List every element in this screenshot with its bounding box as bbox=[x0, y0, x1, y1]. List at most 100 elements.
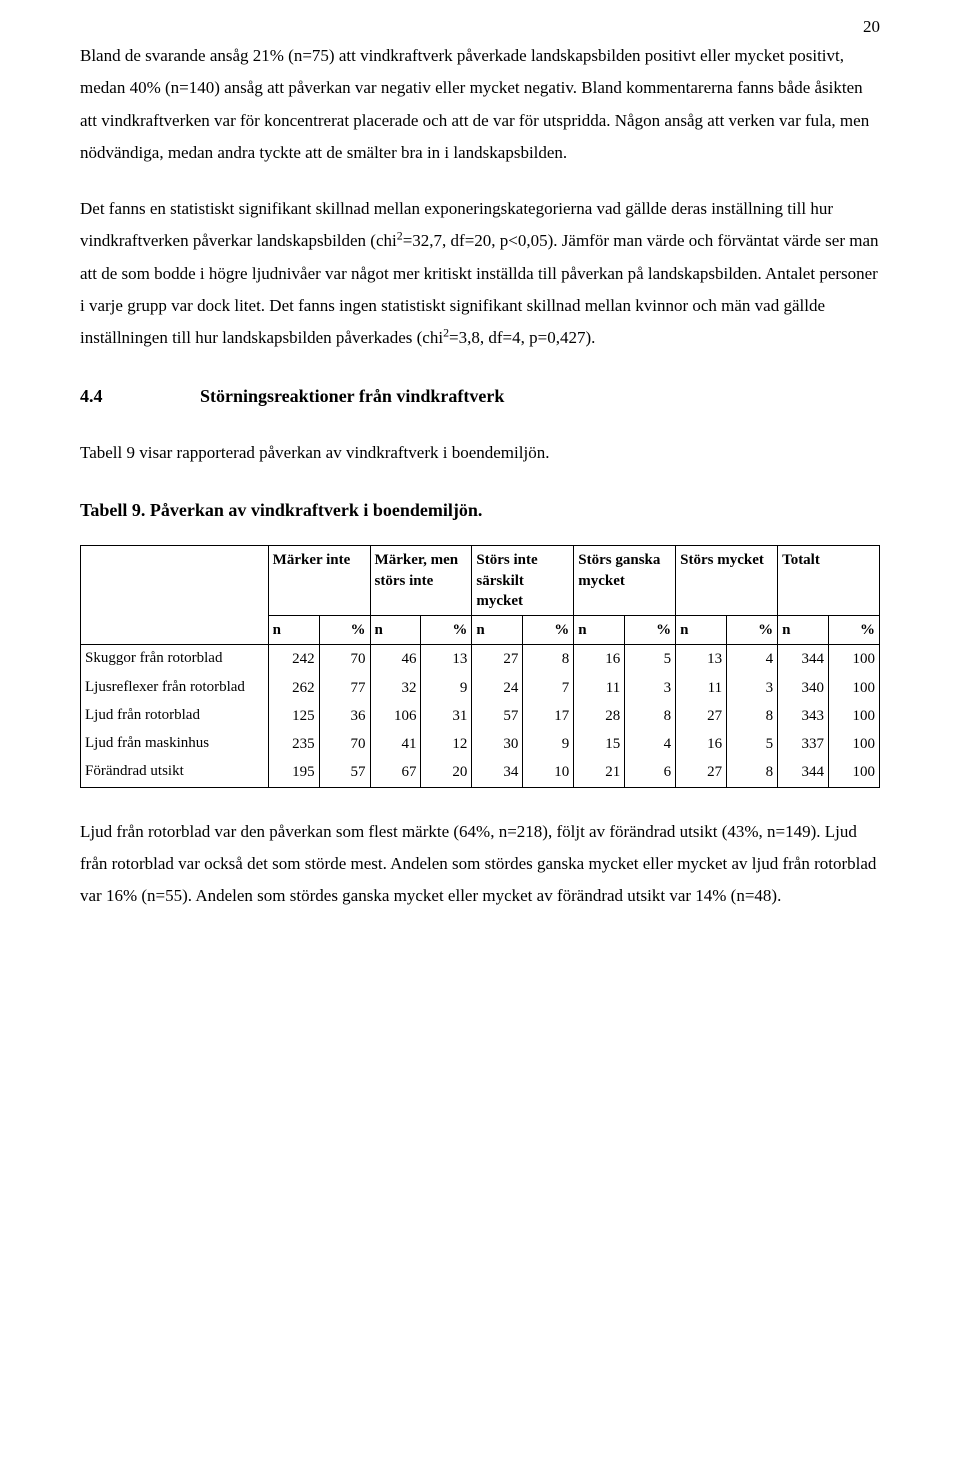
n-header: n bbox=[268, 616, 319, 645]
cell: 70 bbox=[319, 730, 370, 758]
cell: 17 bbox=[523, 702, 574, 730]
cell: 36 bbox=[319, 702, 370, 730]
cell: 3 bbox=[625, 674, 676, 702]
col-header-1: Märker inte bbox=[268, 546, 370, 616]
cell: 8 bbox=[625, 702, 676, 730]
cell: 27 bbox=[676, 758, 727, 787]
cell: 31 bbox=[421, 702, 472, 730]
cell: 12 bbox=[421, 730, 472, 758]
cell: 46 bbox=[370, 645, 421, 674]
stub-header-2 bbox=[81, 616, 269, 645]
cell: 30 bbox=[472, 730, 523, 758]
cell: 8 bbox=[523, 645, 574, 674]
cell: 100 bbox=[829, 674, 880, 702]
impact-table: Märker inte Märker, men störs inte Störs… bbox=[80, 545, 880, 787]
cell: 77 bbox=[319, 674, 370, 702]
cell: 9 bbox=[523, 730, 574, 758]
pct-header: % bbox=[523, 616, 574, 645]
cell: 9 bbox=[421, 674, 472, 702]
n-header: n bbox=[676, 616, 727, 645]
n-header: n bbox=[472, 616, 523, 645]
section-title: Störningsreaktioner från vindkraftverk bbox=[200, 386, 504, 406]
col-header-4: Störs ganska mycket bbox=[574, 546, 676, 616]
cell: 8 bbox=[727, 702, 778, 730]
cell: 27 bbox=[472, 645, 523, 674]
page-number: 20 bbox=[863, 18, 880, 35]
cell: 11 bbox=[574, 674, 625, 702]
cell: 13 bbox=[421, 645, 472, 674]
pct-header: % bbox=[829, 616, 880, 645]
cell: 41 bbox=[370, 730, 421, 758]
cell: 343 bbox=[778, 702, 829, 730]
paragraph-1: Bland de svarande ansåg 21% (n=75) att v… bbox=[80, 40, 880, 169]
n-header: n bbox=[370, 616, 421, 645]
row-label: Ljusreflexer från rotorblad bbox=[81, 674, 269, 702]
cell: 16 bbox=[574, 645, 625, 674]
cell: 344 bbox=[778, 758, 829, 787]
cell: 344 bbox=[778, 645, 829, 674]
cell: 15 bbox=[574, 730, 625, 758]
cell: 24 bbox=[472, 674, 523, 702]
col-header-6: Totalt bbox=[778, 546, 880, 616]
pct-header: % bbox=[625, 616, 676, 645]
cell: 4 bbox=[625, 730, 676, 758]
cell: 106 bbox=[370, 702, 421, 730]
cell: 7 bbox=[523, 674, 574, 702]
table-row: Ljusreflexer från rotorblad2627732924711… bbox=[81, 674, 880, 702]
stub-header bbox=[81, 546, 269, 616]
table-row: Ljud från maskinhus235704112309154165337… bbox=[81, 730, 880, 758]
cell: 27 bbox=[676, 702, 727, 730]
n-header: n bbox=[574, 616, 625, 645]
cell: 16 bbox=[676, 730, 727, 758]
row-label: Ljud från rotorblad bbox=[81, 702, 269, 730]
paragraph-2: Det fanns en statistiskt signifikant ski… bbox=[80, 193, 880, 354]
table-header-row-1: Märker inte Märker, men störs inte Störs… bbox=[81, 546, 880, 616]
row-label: Förändrad utsikt bbox=[81, 758, 269, 787]
section-heading: 4.4Störningsreaktioner från vindkraftver… bbox=[80, 379, 880, 413]
cell: 5 bbox=[625, 645, 676, 674]
table-body: Skuggor från rotorblad242704613278165134… bbox=[81, 645, 880, 787]
para2-post: =3,8, df=4, p=0,427). bbox=[449, 328, 595, 347]
col-header-2: Märker, men störs inte bbox=[370, 546, 472, 616]
table-row: Förändrad utsikt195576720341021627834410… bbox=[81, 758, 880, 787]
cell: 13 bbox=[676, 645, 727, 674]
pct-header: % bbox=[421, 616, 472, 645]
cell: 100 bbox=[829, 645, 880, 674]
table-header-row-2: n % n % n % n % n % n % bbox=[81, 616, 880, 645]
cell: 21 bbox=[574, 758, 625, 787]
cell: 3 bbox=[727, 674, 778, 702]
cell: 28 bbox=[574, 702, 625, 730]
cell: 67 bbox=[370, 758, 421, 787]
row-label: Skuggor från rotorblad bbox=[81, 645, 269, 674]
paragraph-4: Ljud från rotorblad var den påverkan som… bbox=[80, 816, 880, 913]
cell: 4 bbox=[727, 645, 778, 674]
cell: 262 bbox=[268, 674, 319, 702]
cell: 337 bbox=[778, 730, 829, 758]
cell: 57 bbox=[319, 758, 370, 787]
table-row: Ljud från rotorblad125361063157172882783… bbox=[81, 702, 880, 730]
pct-header: % bbox=[319, 616, 370, 645]
cell: 100 bbox=[829, 730, 880, 758]
document-page: 20 Bland de svarande ansåg 21% (n=75) at… bbox=[0, 0, 960, 1461]
cell: 10 bbox=[523, 758, 574, 787]
cell: 235 bbox=[268, 730, 319, 758]
pct-header: % bbox=[727, 616, 778, 645]
cell: 57 bbox=[472, 702, 523, 730]
col-header-3: Störs inte särskilt mycket bbox=[472, 546, 574, 616]
n-header: n bbox=[778, 616, 829, 645]
cell: 100 bbox=[829, 758, 880, 787]
paragraph-3: Tabell 9 visar rapporterad påverkan av v… bbox=[80, 437, 880, 469]
cell: 340 bbox=[778, 674, 829, 702]
table-caption: Tabell 9. Påverkan av vindkraftverk i bo… bbox=[80, 493, 880, 527]
cell: 6 bbox=[625, 758, 676, 787]
cell: 32 bbox=[370, 674, 421, 702]
table-row: Skuggor från rotorblad242704613278165134… bbox=[81, 645, 880, 674]
col-header-5: Störs mycket bbox=[676, 546, 778, 616]
cell: 100 bbox=[829, 702, 880, 730]
cell: 195 bbox=[268, 758, 319, 787]
cell: 11 bbox=[676, 674, 727, 702]
cell: 242 bbox=[268, 645, 319, 674]
cell: 34 bbox=[472, 758, 523, 787]
row-label: Ljud från maskinhus bbox=[81, 730, 269, 758]
cell: 5 bbox=[727, 730, 778, 758]
